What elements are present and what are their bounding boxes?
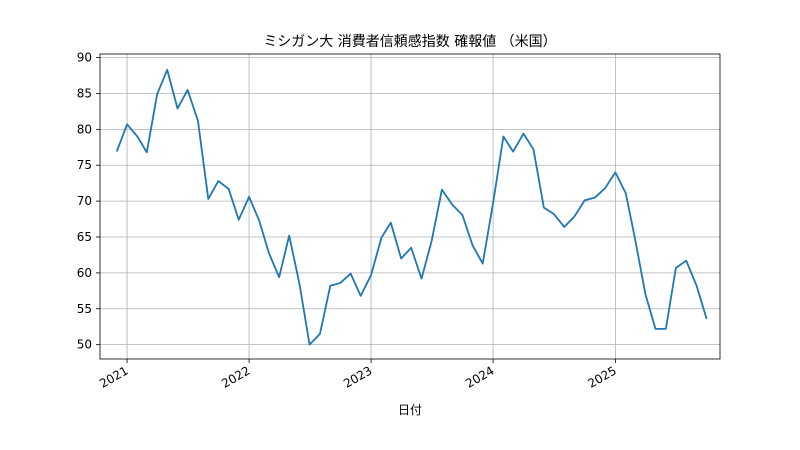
plot-frame [99, 53, 721, 360]
y-tick-label: 75 [77, 158, 92, 172]
axes: 50 55 60 65 70 75 80 85 90 2021 2022 2023 2024 2025 [77, 51, 721, 391]
x-tick-label: 2021 [97, 363, 130, 390]
x-tick-label: 2024 [463, 363, 496, 390]
x-tick-label: 2022 [219, 363, 252, 390]
y-tick-label: 65 [77, 230, 92, 244]
grid-lines [100, 54, 720, 359]
y-tick-label: 60 [77, 266, 92, 280]
y-tick-label: 90 [77, 51, 92, 65]
y-tick-label: 85 [77, 86, 92, 100]
x-axis-label: 日付 [398, 403, 422, 417]
y-tick-label: 50 [77, 338, 92, 352]
y-tick-label: 80 [77, 122, 92, 136]
x-tick-label: 2025 [585, 363, 618, 390]
y-tick-label: 70 [77, 194, 92, 208]
x-tick-label: 2023 [341, 363, 374, 390]
series-line [115, 68, 708, 346]
chart-title: ミシガン大 消費者信頼感指数 確報値 （米国） [263, 33, 556, 50]
y-tick-label: 55 [77, 302, 92, 316]
